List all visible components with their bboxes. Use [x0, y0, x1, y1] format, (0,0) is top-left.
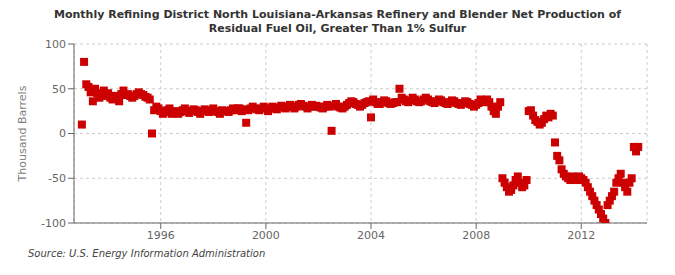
svg-text:2000: 2000 — [252, 229, 280, 242]
svg-text:50: 50 — [52, 83, 66, 96]
svg-text:0: 0 — [59, 127, 66, 140]
svg-text:-100: -100 — [41, 217, 66, 230]
html-text:Monthly Refining District Nort: Monthly Refining District North Louisian… — [54, 8, 621, 21]
svg-text:-50: -50 — [48, 172, 66, 185]
svg-text:2012: 2012 — [567, 229, 595, 242]
html-text:Source: U.S. Energy Informatio: Source: U.S. Energy Information Administ… — [28, 248, 266, 259]
svg-text:2008: 2008 — [462, 229, 490, 242]
svg-text:2004: 2004 — [357, 229, 385, 242]
svg-text:Thousand Barrels: Thousand Barrels — [16, 85, 29, 182]
svg-text:1996: 1996 — [147, 229, 175, 242]
html-text:Residual Fuel Oil, Greater Tha: Residual Fuel Oil, Greater Than 1% Sulfu… — [208, 22, 467, 35]
svg-text:100: 100 — [45, 38, 66, 51]
